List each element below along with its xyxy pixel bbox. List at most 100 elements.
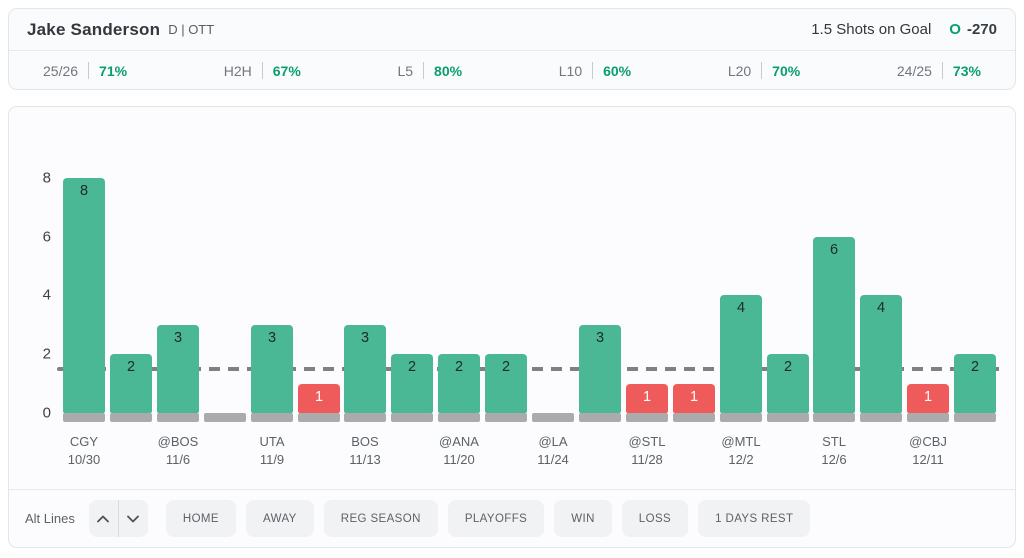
filter-button-win[interactable]: WIN bbox=[554, 500, 612, 537]
bar-group-7: 3 bbox=[344, 107, 386, 489]
chart-bar-game-12[interactable]: 3 bbox=[579, 325, 621, 413]
stat-label: L10 bbox=[558, 62, 583, 79]
bar-value-label: 2 bbox=[454, 359, 464, 375]
bar-value-label: 3 bbox=[173, 330, 183, 346]
bar-baseline-segment bbox=[860, 413, 902, 422]
filter-button-reg-season[interactable]: REG SEASON bbox=[323, 500, 438, 537]
game-date-label: 11/24 bbox=[537, 452, 569, 467]
chart-bar-game-8[interactable]: 2 bbox=[391, 354, 433, 413]
x-axis-label-STL: STL 12/6 bbox=[821, 433, 846, 469]
game-date-label: 11/13 bbox=[349, 452, 381, 467]
bar-baseline-segment bbox=[204, 413, 246, 422]
chart-bar-UTA[interactable]: 3 bbox=[251, 325, 293, 413]
y-axis-tick-2: 2 bbox=[42, 345, 51, 363]
bar-baseline-segment bbox=[485, 413, 527, 422]
stat-value: 73% bbox=[952, 62, 981, 79]
player-header-card: Jake Sanderson D | OTT 1.5 Shots on Goal… bbox=[8, 8, 1016, 90]
bar-value-label: 1 bbox=[689, 389, 699, 405]
chart-bar-@ANA[interactable]: 2 bbox=[438, 354, 480, 413]
bar-value-label: 2 bbox=[126, 359, 136, 375]
bar-group-15: 4 bbox=[720, 107, 762, 489]
game-date-label: 11/28 bbox=[631, 452, 663, 467]
x-axis-label-CGY: CGY 10/30 bbox=[68, 433, 101, 469]
chart-bar-game-10[interactable]: 2 bbox=[485, 354, 527, 413]
bar-baseline-segment bbox=[157, 413, 199, 422]
alt-lines-label: Alt Lines bbox=[25, 511, 75, 526]
stat-separator bbox=[88, 62, 90, 79]
game-date-label: 11/9 bbox=[259, 452, 285, 467]
filter-button-away[interactable]: AWAY bbox=[245, 500, 314, 537]
chart-bar-CGY[interactable]: 8 bbox=[63, 178, 105, 413]
filter-button-1-days-rest[interactable]: 1 DAYS REST bbox=[698, 500, 811, 537]
bar-group-14: 1 bbox=[673, 107, 715, 489]
chart-bar-game-16[interactable]: 2 bbox=[767, 354, 809, 413]
bar-baseline-segment bbox=[438, 413, 480, 422]
bar-baseline-segment bbox=[110, 413, 152, 422]
over-odds-chip[interactable]: O -270 bbox=[949, 21, 997, 38]
y-axis-tick-4: 4 bbox=[42, 286, 51, 304]
bar-group-5: 3 bbox=[251, 107, 293, 489]
bar-value-label: 3 bbox=[595, 330, 605, 346]
stat-value: 71% bbox=[99, 62, 128, 79]
x-axis-label-at-BOS: @BOS 11/6 bbox=[158, 433, 199, 469]
stat-label: 25/26 bbox=[43, 62, 79, 79]
stat-separator bbox=[761, 62, 763, 79]
x-axis-label-at-ANA: @ANA 11/20 bbox=[439, 433, 479, 469]
bar-baseline-segment bbox=[63, 413, 105, 422]
y-axis-tick-0: 0 bbox=[42, 404, 51, 422]
x-axis-label-UTA: UTA 11/9 bbox=[259, 433, 284, 469]
chart-bar-game-18[interactable]: 4 bbox=[860, 295, 902, 413]
bar-group-17: 6 bbox=[813, 107, 855, 489]
chart-bar-@MTL[interactable]: 4 bbox=[720, 295, 762, 413]
bar-value-label: 2 bbox=[783, 359, 793, 375]
chart-bar-STL[interactable]: 6 bbox=[813, 237, 855, 413]
bar-value-label: 2 bbox=[407, 359, 417, 375]
bar-group-8: 2 bbox=[391, 107, 433, 489]
stat-item-24-25: 24/25 73% bbox=[897, 62, 981, 79]
opponent-label: @LA bbox=[538, 434, 568, 449]
over-indicator: O bbox=[949, 21, 961, 38]
chart-bar-game-2[interactable]: 2 bbox=[110, 354, 152, 413]
bar-baseline-segment bbox=[532, 413, 574, 422]
stat-item-l10: L10 60% bbox=[559, 62, 631, 79]
bar-group-1: 8 bbox=[63, 107, 105, 489]
bar-baseline-segment bbox=[579, 413, 621, 422]
chart-bar-@STL[interactable]: 1 bbox=[626, 384, 668, 413]
shots-bar-chart: 0 2 4 6 8 CGY 10/30 8 2 @BOS 11/6 3 UTA 11/9 3 1 BOS 11/1… bbox=[9, 107, 1015, 489]
filter-button-playoffs[interactable]: PLAYOFFS bbox=[447, 500, 545, 537]
chart-bar-BOS[interactable]: 3 bbox=[344, 325, 386, 413]
bar-value-label: 3 bbox=[267, 330, 277, 346]
bar-group-18: 4 bbox=[860, 107, 902, 489]
chart-bar-game-6[interactable]: 1 bbox=[298, 384, 340, 413]
stat-item-25-26: 25/26 71% bbox=[43, 62, 127, 79]
opponent-label: @MTL bbox=[721, 434, 761, 449]
x-axis-label-BOS: BOS 11/13 bbox=[349, 433, 381, 469]
opponent-label: @STL bbox=[628, 434, 666, 449]
alt-line-up-button[interactable] bbox=[89, 500, 118, 537]
game-date-label: 12/6 bbox=[821, 452, 847, 467]
stepper-divider bbox=[117, 500, 119, 537]
bar-baseline-segment bbox=[391, 413, 433, 422]
opponent-label: UTA bbox=[259, 434, 285, 449]
player-position-team: D | OTT bbox=[168, 22, 215, 37]
bar-value-label: 2 bbox=[970, 359, 980, 375]
player-header-row: Jake Sanderson D | OTT 1.5 Shots on Goal… bbox=[9, 9, 1015, 50]
game-date-label: 10/30 bbox=[67, 452, 101, 467]
chart-bar-@BOS[interactable]: 3 bbox=[157, 325, 199, 413]
bar-value-label: 1 bbox=[314, 389, 324, 405]
stat-label: 24/25 bbox=[896, 62, 932, 79]
bar-group-10: 2 bbox=[485, 107, 527, 489]
chart-bar-game-20[interactable]: 2 bbox=[954, 354, 996, 413]
chart-bar-game-14[interactable]: 1 bbox=[673, 384, 715, 413]
filter-button-loss[interactable]: LOSS bbox=[621, 500, 689, 537]
filter-button-home[interactable]: HOME bbox=[165, 500, 236, 537]
game-date-label: 12/11 bbox=[912, 452, 944, 467]
chart-card: 0 2 4 6 8 CGY 10/30 8 2 @BOS 11/6 3 UTA 11/9 3 1 BOS 11/1… bbox=[8, 106, 1016, 548]
opponent-label: BOS bbox=[351, 434, 379, 449]
y-axis-tick-8: 8 bbox=[42, 169, 51, 187]
opponent-label: STL bbox=[822, 434, 846, 449]
chart-bar-@CBJ[interactable]: 1 bbox=[907, 384, 949, 413]
bar-value-label: 6 bbox=[829, 242, 839, 258]
stat-label: L20 bbox=[727, 62, 752, 79]
alt-line-down-button[interactable] bbox=[119, 500, 148, 537]
